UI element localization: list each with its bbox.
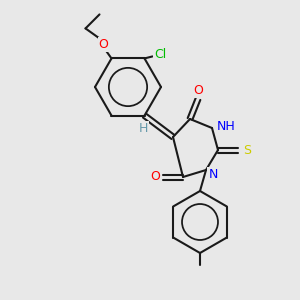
Text: S: S bbox=[243, 143, 251, 157]
Text: O: O bbox=[193, 83, 203, 97]
Text: H: H bbox=[139, 122, 148, 135]
Text: N: N bbox=[208, 167, 218, 181]
Text: O: O bbox=[150, 170, 160, 184]
Text: NH: NH bbox=[217, 119, 236, 133]
Text: O: O bbox=[99, 38, 108, 51]
Text: Cl: Cl bbox=[154, 48, 166, 61]
